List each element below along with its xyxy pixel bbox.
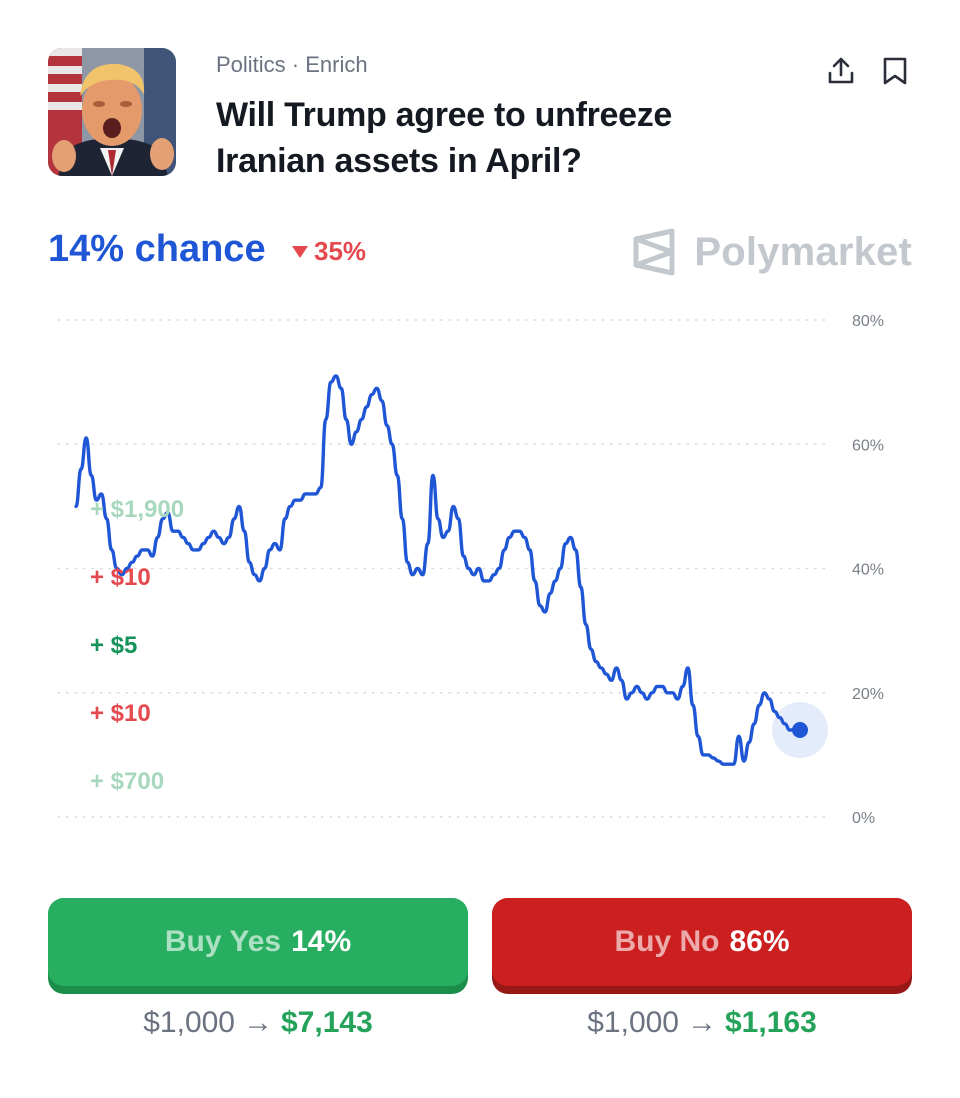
buy-yes-label: Buy Yes [164,925,282,958]
bookmark-button[interactable] [878,54,912,88]
brand-name: Polymarket [694,229,912,274]
y-tick-label: 20% [852,686,884,703]
buy-no-percent: 86% [729,925,790,958]
yes-payout-return: $7,143 [281,1006,373,1039]
market-title: Will Trump agree to unfreeze Iranian ass… [216,96,673,180]
yes-payout: $1,000 → $7,143 [48,1006,468,1040]
buy-no-face: Buy No 86% [492,898,912,986]
trade-item: + $10 [90,700,151,727]
chance-value: 14% chance [48,228,266,270]
brand: Polymarket [632,226,912,278]
triangle-down-icon [292,245,308,258]
arrow-right-icon: → [687,1006,717,1039]
current-point [792,722,808,739]
y-tick-label: 40% [852,562,884,579]
y-tick-label: 80% [852,313,884,330]
market-category: Politics · Enrich [216,52,368,77]
buy-yes-percent: 14% [291,925,352,958]
yes-payout-stake: $1,000 [143,1006,235,1039]
y-tick-label: 0% [852,810,875,827]
trade-item: + $10 [90,564,151,591]
change-badge: 35% [292,236,366,267]
share-upload-icon [828,57,854,84]
buy-yes-button[interactable]: Buy Yes 14% [48,898,468,994]
person-portrait-image [48,48,176,176]
no-payout-return: $1,163 [725,1006,817,1039]
header-actions [824,54,912,88]
chance-row: 14% chance 35% Polymarket [48,226,912,282]
trade-item: + $700 [90,768,165,795]
price-chart-svg: 0% 20% 40% 60% 80% [57,313,884,827]
trade-item: + $5 [90,632,138,659]
price-chart[interactable]: 0% 20% 40% 60% 80% [0,300,960,850]
share-button[interactable] [824,54,858,88]
change-value: 35% [314,236,367,266]
y-tick-label: 60% [852,437,884,454]
bookmark-icon [883,57,907,85]
market-thumbnail[interactable] [48,48,176,176]
buy-no-button[interactable]: Buy No 86% [492,898,912,994]
series-line [74,374,802,766]
market-header: Politics · Enrich Will Trump agree to un… [48,48,912,188]
buy-no-label: Buy No [614,925,720,958]
buy-yes-face: Buy Yes 14% [48,898,468,986]
no-payout: $1,000 → $1,163 [492,1006,912,1040]
recent-trades: + $1,900 + $10 + $5 + $10 + $700 [90,496,290,806]
polymarket-logo-icon [633,228,675,276]
no-payout-stake: $1,000 [587,1006,679,1039]
arrow-right-icon: → [243,1006,273,1039]
trade-item: + $1,900 [90,496,185,523]
